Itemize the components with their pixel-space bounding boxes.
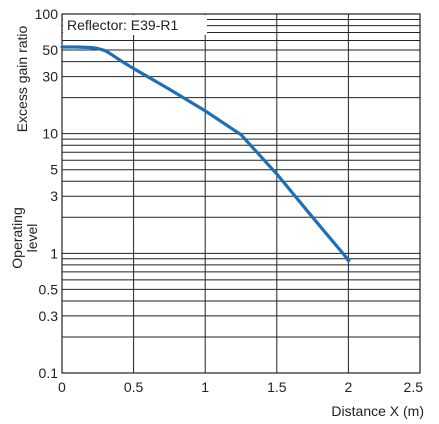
x-tick-label: 0.5 [124, 379, 144, 395]
y-tick-label: 5 [50, 162, 58, 178]
y-tick-label: 30 [42, 69, 58, 85]
x-tick-label: 2 [345, 379, 353, 395]
tick-labels: 0.1 0.3 0.5 1 3 5 10 30 50 100 0 0.5 1 1.5 2 2.5 [35, 6, 424, 395]
annotation-layer: Reflector: E39-R1 [63, 15, 207, 35]
x-tick-label: 0 [58, 379, 66, 395]
y-axis-title: Excess gain ratio [14, 25, 30, 132]
x-tick-label: 2.5 [404, 379, 424, 395]
y-tick-label: 3 [50, 188, 58, 204]
y-tick-label: 100 [35, 6, 59, 22]
y-tick-label: 50 [42, 42, 58, 58]
series-end-point [346, 257, 351, 263]
y-tick-label: 0.5 [39, 281, 59, 297]
y-tick-label: 1 [50, 245, 58, 261]
x-tick-label: 1.5 [267, 379, 287, 395]
x-axis-title: Distance X (m) [331, 403, 424, 419]
operating-level-label: Operatinglevel [9, 207, 40, 268]
annotation-box [63, 15, 207, 35]
x-tick-label: 1 [201, 379, 209, 395]
plot-frame [61, 13, 421, 374]
annotation-text: Reflector: E39-R1 [67, 17, 178, 33]
y-tick-label: 0.1 [39, 365, 59, 381]
y-tick-label: 0.3 [39, 308, 59, 324]
operating-level-line: level [24, 224, 40, 253]
series-layer [60, 45, 351, 263]
y-tick-label: 10 [42, 126, 58, 142]
grid [61, 13, 421, 374]
axis-titles: Distance X (m) Excess gain ratio Operating… [9, 25, 424, 419]
series-line [60, 45, 350, 262]
operating-level-line: Operating [9, 207, 25, 268]
